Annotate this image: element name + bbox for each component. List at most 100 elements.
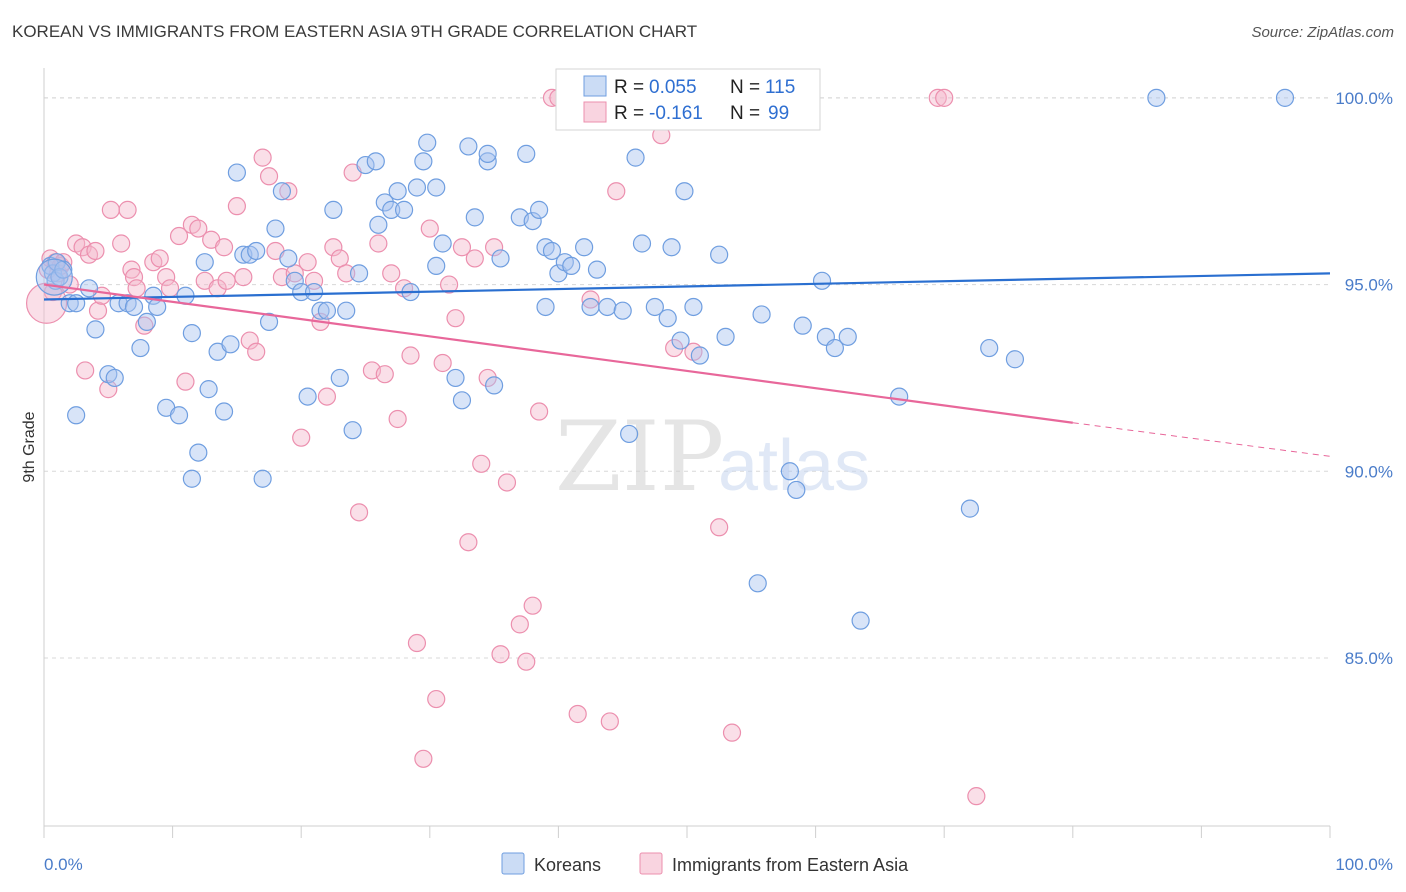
immigrants-point [414,749,433,768]
koreans-point [851,611,870,630]
immigrants-point [25,282,68,324]
immigrants-point [88,301,108,320]
series-legend-swatch-immigrants [639,852,663,875]
immigrants-point [935,88,954,107]
koreans-point [459,137,478,156]
y-axis-label: 9th Grade [21,411,38,482]
koreans-point [581,297,600,317]
immigrants-point [298,253,317,272]
koreans-point [35,258,73,296]
koreans-point [285,271,304,290]
koreans-point [195,253,214,272]
koreans-point [478,144,497,163]
immigrants-point [382,264,401,283]
immigrants-point [176,372,195,391]
koreans-point [137,312,156,332]
legend-r-value-koreans: 0.055 [649,77,697,98]
immigrants-point [420,219,439,238]
koreans-point [890,387,909,406]
y-tick-label: 85.0% [1345,649,1393,668]
immigrants-point [157,268,176,287]
immigrants-point [189,219,208,238]
koreans-point [587,260,607,279]
koreans-point [148,297,167,317]
immigrants-trend-line [43,283,1073,424]
koreans-point [620,424,639,444]
x-axis-tick-marks [43,826,1331,838]
koreans-point [491,249,510,268]
koreans-point [221,335,240,354]
immigrants-point [169,226,189,246]
immigrants-point [459,533,478,552]
immigrants-point [86,241,105,261]
koreans-point [67,406,86,425]
koreans-point [598,297,617,317]
koreans-point [324,200,343,219]
koreans-point [259,312,279,332]
trend-lines [43,272,1331,457]
koreans-point [337,301,356,320]
legend-n-label-koreans: N = [730,77,760,98]
immigrants-point [118,200,137,219]
koreans-point [645,297,664,317]
immigrants-point [388,409,407,429]
koreans-point [662,238,681,257]
koreans-point [675,182,694,201]
immigrants-point [99,380,118,399]
legend-r-value-immigrants: -0.161 [649,103,703,124]
series-legend: Koreans Immigrants from Eastern Asia [501,852,909,875]
immigrants-point [349,503,369,522]
koreans-point [632,234,652,253]
koreans-point [716,327,735,346]
koreans-point [575,238,594,257]
koreans-point [684,297,703,317]
immigrants-point [465,249,484,268]
koreans-point [388,182,407,201]
immigrants-point [439,275,459,294]
immigrants-point [214,238,234,257]
koreans-point [375,193,394,212]
koreans-point [793,316,812,335]
y-tick-label: 90.0% [1345,462,1393,481]
immigrants-point [401,346,420,365]
koreans-point [787,480,806,500]
legend-swatch-koreans [583,75,607,97]
x-tick-label-max: 100.0% [1335,855,1393,874]
immigrants-point [240,331,259,350]
immigrants-point [568,704,587,724]
koreans-point [131,338,150,358]
koreans-point [433,234,452,253]
koreans-point [279,249,298,268]
koreans-point [253,469,272,488]
legend-n-value-immigrants: 99 [768,103,789,124]
koreans-point [980,338,999,358]
immigrants-point [427,689,446,709]
immigrants-point [247,342,266,361]
legend-n-label-immigrants: N = [730,103,760,124]
koreans-point [272,182,292,201]
koreans-point [349,264,369,283]
koreans-point [626,148,645,167]
koreans-point [517,144,536,163]
immigrants-point [375,365,394,384]
koreans-point [452,391,472,410]
legend-swatch-immigrants [583,101,607,123]
koreans-point [562,256,581,276]
koreans-point [838,327,857,346]
koreans-point [304,282,324,302]
immigrants-point [234,268,253,287]
koreans-point [446,368,465,388]
immigrants-point [710,518,729,537]
immigrants-point [253,148,272,167]
koreans-point [214,402,234,421]
immigrants-point [478,368,497,388]
koreans-point [752,305,771,324]
koreans-point [418,133,437,152]
immigrants-point [523,596,542,615]
watermark-atlas: atlas [718,426,870,506]
watermark-zip: ZIP [555,401,724,513]
koreans-point [748,574,767,593]
koreans-point [67,294,86,313]
immigrants-point [510,615,529,634]
